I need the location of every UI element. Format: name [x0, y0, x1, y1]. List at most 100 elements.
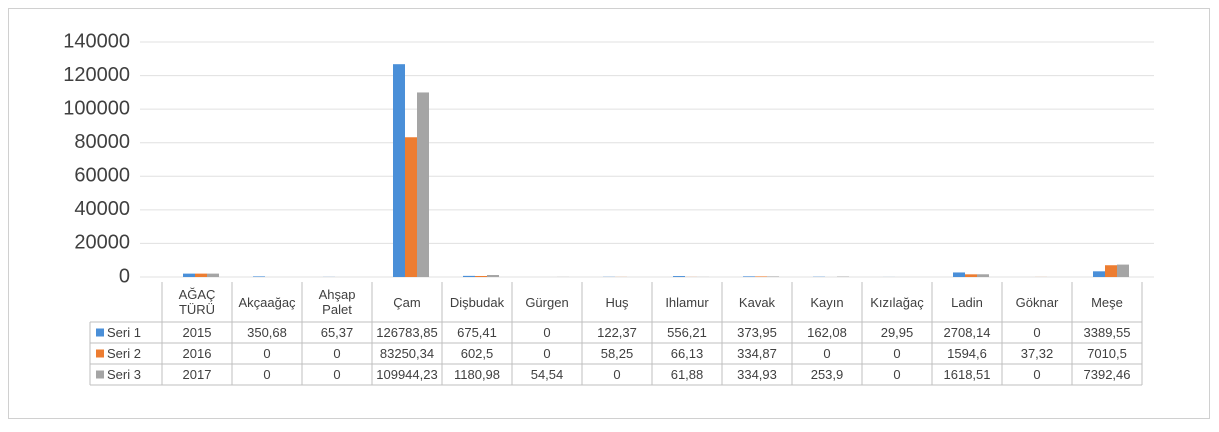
bar: [767, 276, 779, 277]
data-label: 61,88: [671, 367, 704, 382]
bar: [965, 274, 977, 277]
category-cell: Ahşap Palet: [304, 282, 370, 322]
x-tick-label: Kızılağaç: [864, 282, 930, 322]
data-label: 29,95: [881, 325, 914, 340]
bar: [755, 276, 767, 277]
y-tick-label: 0: [119, 265, 130, 287]
data-label: 0: [543, 346, 550, 361]
x-tick-label: Gürgen: [514, 282, 580, 322]
x-tick-label: Kayın: [794, 282, 860, 322]
bar: [1093, 271, 1105, 277]
category-cell: Meşe: [1074, 282, 1140, 322]
x-tick-label: Dişbudak: [444, 282, 510, 322]
data-label: 675,41: [457, 325, 497, 340]
data-label: 126783,85: [376, 325, 437, 340]
data-label: 1180,98: [454, 367, 500, 382]
bar: [393, 64, 405, 277]
data-label: 0: [263, 367, 270, 382]
data-label: 0: [1033, 325, 1040, 340]
category-cell: Akçaağaç: [234, 282, 300, 322]
bar: [673, 276, 685, 277]
y-tick-label: 120000: [63, 64, 130, 86]
data-label: 0: [893, 367, 900, 382]
data-label: 1594,6: [947, 346, 987, 361]
data-label: 65,37: [321, 325, 354, 340]
y-tick-label: 20000: [74, 232, 130, 254]
data-label: 1618,51: [944, 367, 991, 382]
bar: [253, 276, 265, 277]
category-cell: Kızılağaç: [864, 282, 930, 322]
legend-label: Seri 2: [107, 346, 141, 361]
data-label: 334,87: [737, 346, 777, 361]
y-tick-label: 80000: [74, 131, 130, 153]
data-label: 0: [1033, 367, 1040, 382]
data-label: 58,25: [601, 346, 634, 361]
data-label: 253,9: [811, 367, 844, 382]
data-label: 0: [893, 346, 900, 361]
data-label: 162,08: [807, 325, 847, 340]
bar: [183, 274, 195, 277]
category-cell: Çam: [374, 282, 440, 322]
data-label: 0: [823, 346, 830, 361]
data-label: 66,13: [671, 346, 704, 361]
bar: [743, 276, 755, 277]
y-tick-label: 40000: [74, 198, 130, 220]
bar: [405, 137, 417, 277]
data-label: 2017: [183, 367, 212, 382]
data-label: 334,93: [737, 367, 777, 382]
y-tick-label: 140000: [63, 30, 130, 52]
legend-swatch: [96, 329, 104, 337]
bar: [487, 275, 499, 277]
data-label: 373,95: [737, 325, 777, 340]
y-tick-label: 100000: [63, 97, 130, 119]
category-cell: Göknar: [1004, 282, 1070, 322]
category-cell: Dişbudak: [444, 282, 510, 322]
category-cell: AĞAÇ TÜRÜ: [164, 282, 230, 322]
x-tick-label: Meşe: [1074, 282, 1140, 322]
data-label: 350,68: [247, 325, 287, 340]
x-tick-label: Akçaağaç: [234, 282, 300, 322]
legend-swatch: [96, 371, 104, 379]
data-label: 0: [543, 325, 550, 340]
data-label: 602,5: [461, 346, 494, 361]
bar: [1117, 265, 1129, 277]
data-label: 556,21: [667, 325, 707, 340]
data-label: 0: [263, 346, 270, 361]
bar: [977, 274, 989, 277]
x-tick-label: Huş: [584, 282, 650, 322]
category-cell: Ihlamur: [654, 282, 720, 322]
data-label: 0: [613, 367, 620, 382]
legend-label: Seri 1: [107, 325, 141, 340]
bar: [953, 272, 965, 277]
x-tick-label: Ladin: [934, 282, 1000, 322]
bar: [475, 276, 487, 277]
x-tick-label: Ahşap Palet: [304, 282, 370, 322]
category-cell: Kayın: [794, 282, 860, 322]
category-cell: Ladin: [934, 282, 1000, 322]
data-label: 122,37: [597, 325, 637, 340]
legend-label: Seri 3: [107, 367, 141, 382]
x-tick-label: Göknar: [1004, 282, 1070, 322]
data-label: 0: [333, 346, 340, 361]
x-tick-label: AĞAÇ TÜRÜ: [164, 282, 230, 322]
x-tick-label: Ihlamur: [654, 282, 720, 322]
bar: [195, 274, 207, 277]
data-label: 2015: [183, 325, 212, 340]
bar: [1105, 265, 1117, 277]
data-label: 2016: [183, 346, 212, 361]
data-label: 54,54: [531, 367, 564, 382]
x-tick-label: Kavak: [724, 282, 790, 322]
data-label: 7392,46: [1084, 367, 1131, 382]
category-cell: Gürgen: [514, 282, 580, 322]
y-tick-label: 60000: [74, 165, 130, 187]
data-label: 7010,5: [1087, 346, 1127, 361]
legend-swatch: [96, 350, 104, 358]
data-label: 0: [333, 367, 340, 382]
x-tick-label: Çam: [374, 282, 440, 322]
data-label: 37,32: [1021, 346, 1054, 361]
bar: [417, 92, 429, 277]
category-cell: Huş: [584, 282, 650, 322]
bar: [207, 274, 219, 277]
data-label: 3389,55: [1084, 325, 1131, 340]
